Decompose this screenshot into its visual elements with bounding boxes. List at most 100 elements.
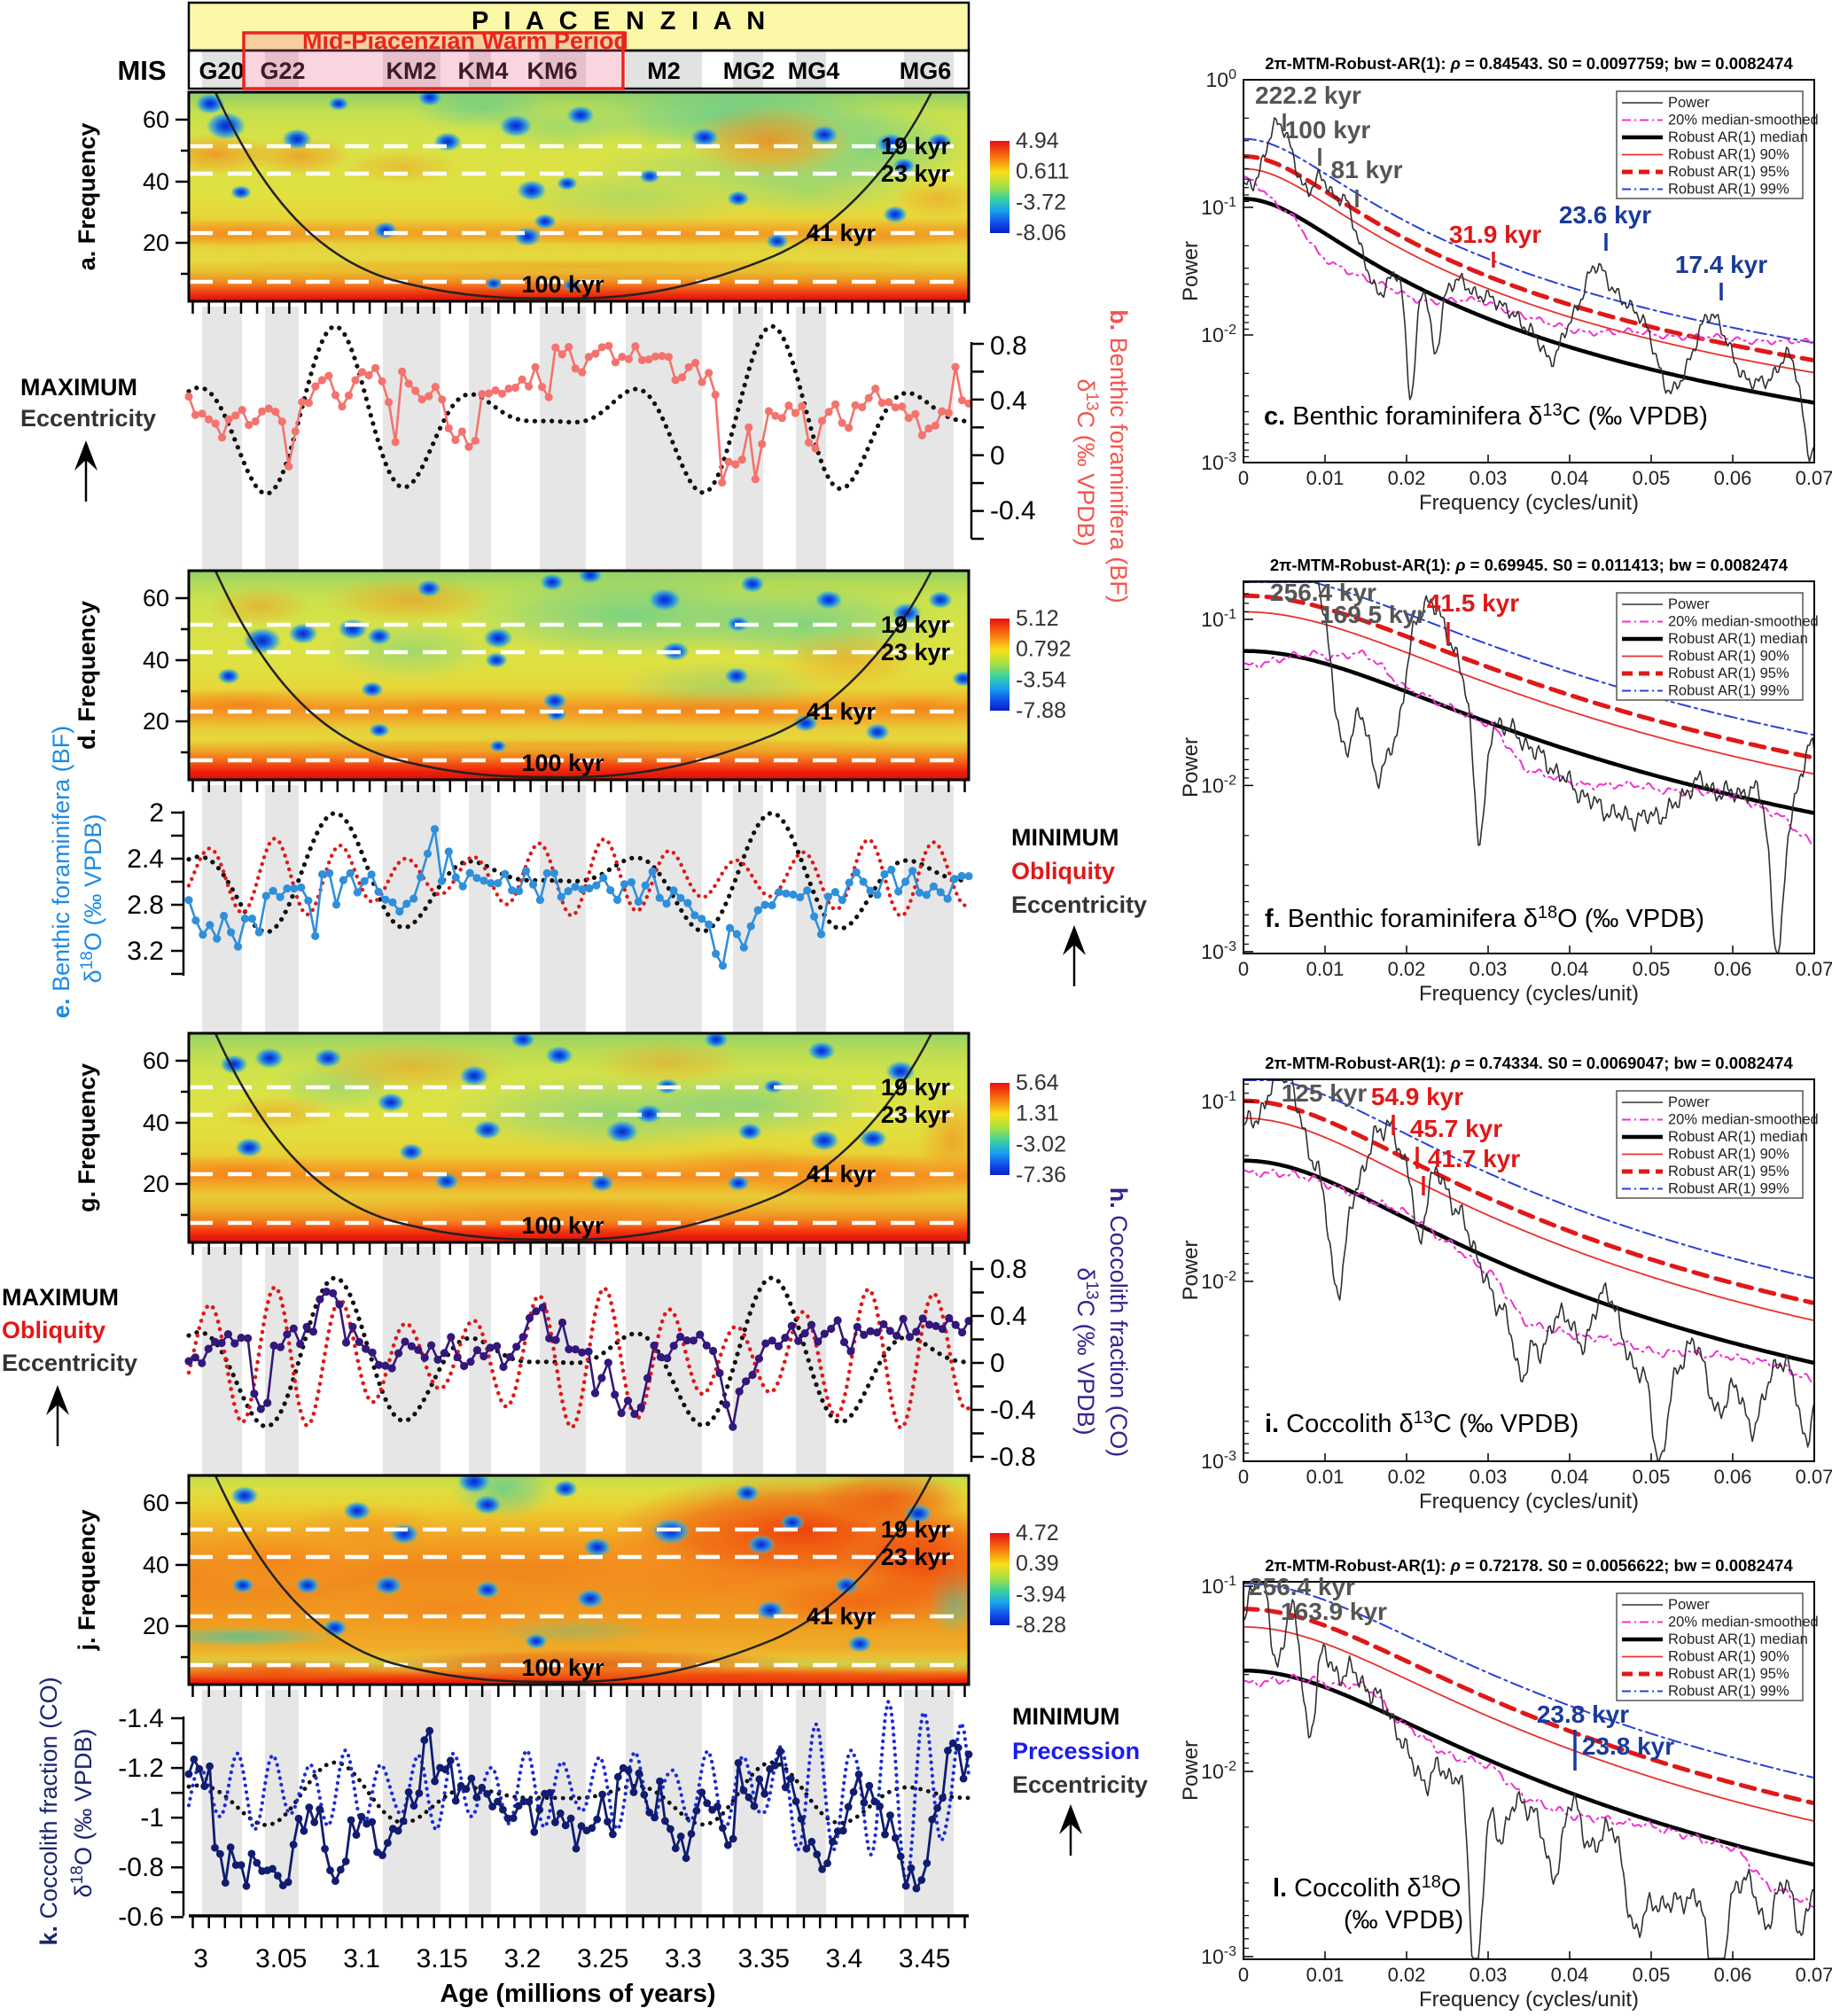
svg-text:Power: Power xyxy=(1179,1240,1203,1300)
svg-text:100 kyr: 100 kyr xyxy=(1285,116,1371,144)
svg-text:100 kyr: 100 kyr xyxy=(521,1212,604,1239)
svg-text:-0.4: -0.4 xyxy=(990,1396,1036,1425)
svg-text:Robust AR(1) 99%: Robust AR(1) 99% xyxy=(1668,683,1789,699)
svg-text:19 kyr: 19 kyr xyxy=(881,611,951,638)
svg-text:0.03: 0.03 xyxy=(1469,1964,1508,1986)
svg-text:23.6 kyr: 23.6 kyr xyxy=(1559,201,1651,229)
svg-text:10-1: 10-1 xyxy=(1201,1574,1236,1598)
svg-text:l. Coccolith δ18O: l. Coccolith δ18O xyxy=(1273,1872,1461,1903)
svg-text:2π-MTM-Robust-AR(1): ρ = 0.743: 2π-MTM-Robust-AR(1): ρ = 0.74334. S0 = 0… xyxy=(1265,1054,1793,1072)
svg-text:Eccentricity: Eccentricity xyxy=(20,405,156,432)
svg-text:3.2: 3.2 xyxy=(504,1944,542,1973)
svg-text:3.15: 3.15 xyxy=(417,1944,468,1973)
svg-text:-7.88: -7.88 xyxy=(1016,698,1066,723)
svg-text:Robust AR(1) 95%: Robust AR(1) 95% xyxy=(1668,666,1789,681)
svg-text:b. Benthic foraminifera (BF): b. Benthic foraminifera (BF) xyxy=(1105,309,1132,603)
svg-text:-7.36: -7.36 xyxy=(1016,1163,1066,1187)
svg-text:41 kyr: 41 kyr xyxy=(807,698,877,725)
svg-text:20: 20 xyxy=(143,1171,169,1197)
svg-text:17.4 kyr: 17.4 kyr xyxy=(1675,251,1767,278)
svg-text:Robust AR(1) median: Robust AR(1) median xyxy=(1668,1129,1808,1145)
svg-text:20: 20 xyxy=(143,708,169,735)
svg-text:41.5 kyr: 41.5 kyr xyxy=(1427,589,1519,617)
svg-text:23 kyr: 23 kyr xyxy=(881,1544,951,1570)
svg-text:23 kyr: 23 kyr xyxy=(881,1101,951,1128)
svg-text:Robust AR(1) median: Robust AR(1) median xyxy=(1668,1631,1808,1647)
svg-text:2.4: 2.4 xyxy=(127,845,164,874)
svg-text:60: 60 xyxy=(143,1047,169,1074)
svg-text:Robust AR(1) 99%: Robust AR(1) 99% xyxy=(1668,182,1789,198)
svg-text:2π-MTM-Robust-AR(1): ρ = 0.845: 2π-MTM-Robust-AR(1): ρ = 0.84543. S0 = 0… xyxy=(1265,54,1793,73)
svg-text:10-3: 10-3 xyxy=(1201,450,1236,474)
svg-text:-1.4: -1.4 xyxy=(118,1704,164,1733)
svg-text:-1: -1 xyxy=(140,1803,164,1833)
svg-text:Power: Power xyxy=(1668,596,1710,612)
svg-text:0.4: 0.4 xyxy=(990,386,1027,416)
svg-text:Precession: Precession xyxy=(1012,1738,1140,1764)
svg-text:0.03: 0.03 xyxy=(1469,958,1508,980)
svg-text:3.05: 3.05 xyxy=(255,1944,307,1973)
svg-text:222.2 kyr: 222.2 kyr xyxy=(1255,82,1361,109)
svg-text:20% median-smoothed: 20% median-smoothed xyxy=(1668,113,1819,128)
svg-text:i. Coccolith δ13C (‰ VPDB): i. Coccolith δ13C (‰ VPDB) xyxy=(1265,1408,1579,1438)
svg-text:Eccentricity: Eccentricity xyxy=(1012,1771,1148,1798)
svg-text:41 kyr: 41 kyr xyxy=(807,1161,877,1187)
svg-text:0: 0 xyxy=(1238,467,1249,489)
svg-text:41.7 kyr: 41.7 kyr xyxy=(1428,1145,1520,1172)
svg-text:MIS: MIS xyxy=(117,55,166,86)
svg-text:δ18O (‰ VPDB): δ18O (‰ VPDB) xyxy=(68,1729,97,1898)
svg-text:Power: Power xyxy=(1668,1597,1710,1613)
svg-text:0.01: 0.01 xyxy=(1306,1964,1345,1986)
svg-text:-0.8: -0.8 xyxy=(990,1443,1036,1472)
svg-text:0.01: 0.01 xyxy=(1306,467,1345,489)
svg-text:256.4 kyr: 256.4 kyr xyxy=(1249,1573,1355,1600)
svg-text:0.05: 0.05 xyxy=(1633,1466,1671,1488)
svg-text:-0.6: -0.6 xyxy=(118,1903,164,1932)
svg-text:40: 40 xyxy=(143,168,169,195)
svg-text:d. Frequency: d. Frequency xyxy=(74,601,100,750)
svg-text:0: 0 xyxy=(1238,1964,1249,1986)
svg-text:j. Frequency: j. Frequency xyxy=(74,1509,100,1651)
svg-text:-0.4: -0.4 xyxy=(990,496,1036,525)
svg-text:Power: Power xyxy=(1179,1740,1203,1801)
svg-text:k. Coccolith fraction (CO): k. Coccolith fraction (CO) xyxy=(35,1677,62,1945)
svg-text:0.05: 0.05 xyxy=(1633,1964,1671,1986)
svg-text:0.04: 0.04 xyxy=(1551,1964,1589,1986)
svg-text:4.72: 4.72 xyxy=(1016,1521,1059,1545)
svg-text:Robust AR(1) 95%: Robust AR(1) 95% xyxy=(1668,1666,1789,1682)
svg-text:0.01: 0.01 xyxy=(1306,1466,1345,1488)
svg-text:-8.06: -8.06 xyxy=(1016,221,1066,245)
svg-text:3.2: 3.2 xyxy=(127,937,164,966)
svg-text:0.07: 0.07 xyxy=(1796,467,1832,489)
svg-text:(‰ VPDB): (‰ VPDB) xyxy=(1344,1906,1463,1934)
svg-text:Age (millions of years): Age (millions of years) xyxy=(440,1980,715,2008)
svg-text:-1.2: -1.2 xyxy=(118,1754,164,1783)
svg-text:Power: Power xyxy=(1179,737,1203,798)
svg-text:Frequency (cycles/unit): Frequency (cycles/unit) xyxy=(1419,1988,1639,2012)
svg-text:MG4: MG4 xyxy=(788,58,840,84)
svg-text:0: 0 xyxy=(990,1349,1005,1378)
svg-text:3.3: 3.3 xyxy=(665,1944,702,1973)
svg-text:19 kyr: 19 kyr xyxy=(881,1516,951,1543)
svg-text:Robust AR(1) median: Robust AR(1) median xyxy=(1668,631,1808,647)
svg-text:Robust AR(1) 90%: Robust AR(1) 90% xyxy=(1668,1649,1789,1665)
svg-text:Robust AR(1) median: Robust AR(1) median xyxy=(1668,129,1808,145)
svg-text:-3.54: -3.54 xyxy=(1016,667,1066,692)
svg-text:0.02: 0.02 xyxy=(1388,1964,1426,1986)
svg-text:0.06: 0.06 xyxy=(1714,467,1752,489)
svg-text:19 kyr: 19 kyr xyxy=(881,1074,951,1101)
svg-text:60: 60 xyxy=(143,106,169,133)
svg-text:MG2: MG2 xyxy=(723,58,776,84)
svg-text:-3.94: -3.94 xyxy=(1016,1582,1066,1607)
svg-text:41 kyr: 41 kyr xyxy=(807,220,877,246)
svg-text:Robust AR(1) 99%: Robust AR(1) 99% xyxy=(1668,1181,1789,1197)
svg-text:3.45: 3.45 xyxy=(899,1944,950,1973)
svg-text:3.4: 3.4 xyxy=(826,1944,863,1973)
svg-text:0.02: 0.02 xyxy=(1388,1466,1426,1488)
svg-text:Mid-Piacenzian Warm Period: Mid-Piacenzian Warm Period xyxy=(302,27,628,54)
svg-text:54.9 kyr: 54.9 kyr xyxy=(1371,1083,1463,1110)
svg-text:M2: M2 xyxy=(647,58,681,84)
svg-text:δ13C (‰ VPDB): δ13C (‰ VPDB) xyxy=(1072,1267,1101,1435)
svg-text:c. Benthic foraminifera δ13C: c. Benthic foraminifera δ13C (‰ VPDB) xyxy=(1264,401,1708,431)
svg-text:0.07: 0.07 xyxy=(1796,1964,1832,1986)
